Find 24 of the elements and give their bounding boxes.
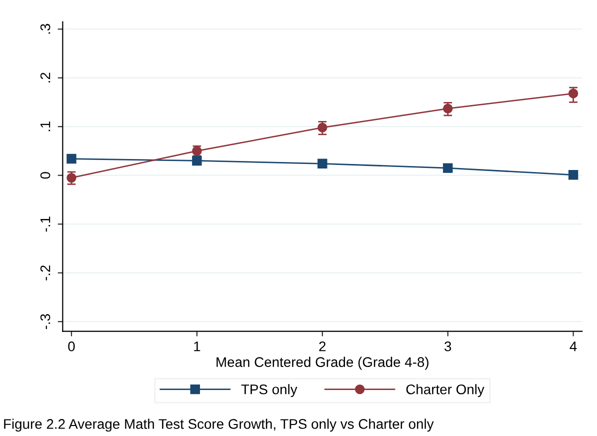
- x-tick-label: 1: [194, 342, 200, 352]
- point: [442, 104, 453, 114]
- point: [568, 170, 578, 180]
- point: [318, 122, 328, 132]
- y-tick-label: -.1: [40, 216, 50, 232]
- y-tick-label: .2: [40, 72, 50, 82]
- x-tick-label: 3: [444, 341, 452, 352]
- y-tick-label: -.2: [40, 265, 50, 280]
- x-tick-label: 2: [319, 341, 326, 352]
- x-tick-label: 4: [570, 342, 577, 352]
- point: [192, 156, 202, 166]
- y-tick-label: .3: [40, 24, 50, 34]
- caption: Figure 2.2 Average Math Test Score Growth, TPS only vs Charter only: [4, 418, 434, 432]
- point: [66, 154, 76, 164]
- y-tick-label: 0: [40, 172, 50, 179]
- legend-label: Charter Only: [406, 384, 484, 398]
- legend-label: TPS only: [241, 384, 298, 398]
- y-tick-label: -.3: [40, 314, 50, 330]
- point: [568, 88, 578, 98]
- y-tick-label: .1: [40, 121, 50, 132]
- point: [318, 158, 328, 169]
- x-axis-title: Mean Centered Grade (Grade 4-8): [216, 356, 428, 370]
- x-tick-label: 0: [68, 341, 75, 352]
- point: [442, 163, 453, 173]
